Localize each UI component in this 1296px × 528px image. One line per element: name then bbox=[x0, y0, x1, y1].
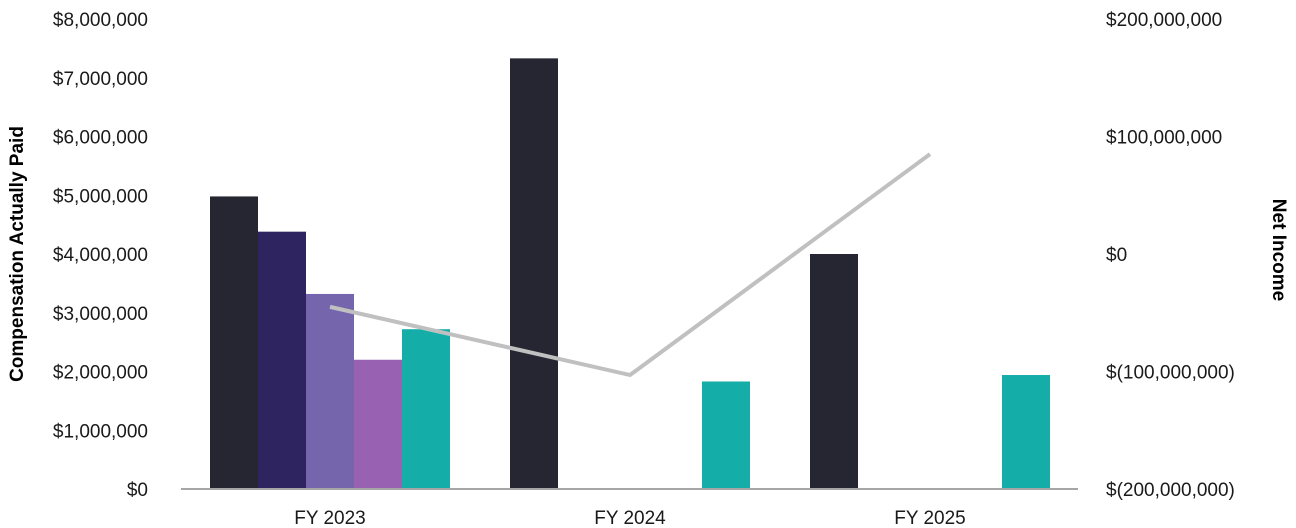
x-tick-label: FY 2024 bbox=[594, 508, 666, 528]
left-tick-label: $2,000,000 bbox=[53, 363, 148, 384]
bars-layer bbox=[210, 58, 1050, 490]
bar-1-series-3 bbox=[306, 293, 354, 489]
bar-2-series-1 bbox=[510, 58, 558, 490]
left-tick-label: $1,000,000 bbox=[53, 421, 148, 442]
right-tick-label: $0 bbox=[1106, 245, 1127, 266]
left-tick-label: $6,000,000 bbox=[53, 128, 148, 149]
left-tick-label: $7,000,000 bbox=[53, 69, 148, 90]
y-axis-title: Compensation Actually Paid bbox=[7, 126, 28, 382]
x-axis-ticks: FY 2023 FY 2024 FY 2025 bbox=[294, 508, 965, 528]
bar-1-series-2 bbox=[258, 231, 306, 490]
x-tick-label: FY 2023 bbox=[294, 508, 365, 528]
net-income-line bbox=[329, 152, 932, 378]
right-tick-label: $(200,000,000) bbox=[1106, 480, 1235, 501]
bar-2-series-5 bbox=[702, 381, 750, 489]
left-tick-label: $4,000,000 bbox=[53, 245, 148, 266]
left-tick-label: $3,000,000 bbox=[53, 304, 148, 325]
net-income-line-layer bbox=[329, 152, 932, 378]
bar-3-series-1 bbox=[810, 254, 858, 489]
bar-3-series-5 bbox=[1002, 375, 1050, 489]
right-tick-label: $200,000,000 bbox=[1106, 10, 1222, 31]
right-tick-label: $(100,000,000) bbox=[1106, 363, 1235, 384]
left-tick-label: $0 bbox=[127, 480, 148, 501]
right-axis-ticks: $(200,000,000) $(100,000,000) $0 $100,000,0… bbox=[1106, 10, 1235, 501]
right-tick-label: $100,000,000 bbox=[1106, 128, 1222, 149]
bar-1-series-4 bbox=[354, 359, 402, 489]
y2-axis-title: Net Income bbox=[1268, 199, 1289, 301]
left-axis-ticks: $0 $1,000,000 $2,000,000 $3,000,000 $4,000,0… bbox=[53, 10, 148, 501]
x-tick-label: FY 2025 bbox=[894, 508, 965, 528]
left-tick-label: $5,000,000 bbox=[53, 186, 148, 207]
left-tick-label: $8,000,000 bbox=[53, 10, 148, 31]
bar-1-series-5 bbox=[402, 329, 450, 489]
bar-1-series-1 bbox=[210, 196, 258, 490]
